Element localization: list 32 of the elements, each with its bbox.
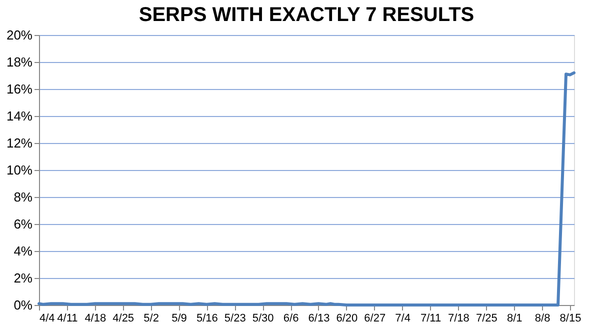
x-tick-label: 8/8 <box>534 312 550 324</box>
x-tick-label: 4/18 <box>84 312 106 324</box>
x-tick-label: 6/20 <box>336 312 358 324</box>
y-tick-label: 8% <box>14 190 33 204</box>
x-tick-label: 6/6 <box>283 312 299 324</box>
x-tick-label: 7/11 <box>420 312 442 324</box>
y-tick-label: 10% <box>6 162 33 178</box>
x-tick-label: 5/16 <box>196 312 218 324</box>
x-tick-label: 4/25 <box>112 312 134 324</box>
x-tick-label: 5/23 <box>224 312 246 324</box>
x-tick-label: 7/18 <box>448 312 470 324</box>
y-tick-label: 6% <box>14 216 33 232</box>
y-tick-label: 0% <box>14 298 33 312</box>
x-tick-label: 7/4 <box>395 312 410 324</box>
y-tick-label: 2% <box>14 270 33 286</box>
x-tick-label: 4/4 <box>40 312 55 324</box>
x-tick-label: 5/9 <box>172 312 187 324</box>
x-tick-label: 6/13 <box>308 312 330 324</box>
x-tick-label: 7/25 <box>476 312 498 324</box>
y-tick-label: 4% <box>14 244 33 258</box>
x-tick-label: 5/2 <box>144 312 159 324</box>
y-tick-label: 16% <box>6 82 33 96</box>
y-tick-label: 18% <box>6 54 33 70</box>
x-tick-label: 6/27 <box>364 312 386 324</box>
x-tick-label: 5/30 <box>252 312 274 324</box>
chart-title: SERPS WITH EXACTLY 7 RESULTS <box>138 4 474 26</box>
y-tick-label: 20% <box>6 28 33 42</box>
y-tick-label: 14% <box>6 108 33 124</box>
y-tick-label: 12% <box>6 136 33 150</box>
x-tick-label: 4/11 <box>57 312 78 324</box>
x-tick-label: 8/15 <box>560 312 582 324</box>
x-tick-label: 8/1 <box>506 312 522 324</box>
